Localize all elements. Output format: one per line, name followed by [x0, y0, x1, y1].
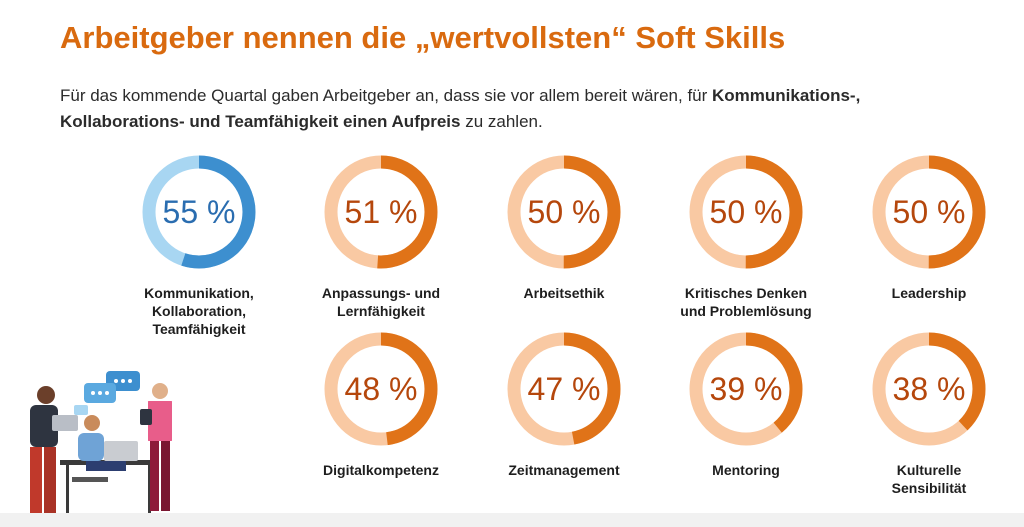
intro-text-part2: zu zahlen. [460, 112, 543, 131]
category-label-line: Kommunikation, [144, 285, 254, 301]
bubble-dot [121, 379, 125, 383]
team-working-illustration [30, 371, 172, 515]
footer-bar [0, 513, 1024, 527]
donut-value-arc [507, 155, 621, 269]
person-head [37, 386, 55, 404]
person-legs [30, 447, 42, 515]
speech-bubble-icon [74, 405, 88, 415]
donut-category-label: Leadership [829, 284, 1024, 302]
intro-text: Für das kommende Quartal gaben Arbeitgeb… [60, 83, 940, 135]
person-body [30, 405, 58, 447]
tablet-icon [140, 409, 152, 425]
person-body [78, 433, 104, 461]
tablet-icon [52, 415, 78, 431]
category-label-line: Lernfähigkeit [337, 303, 425, 319]
donut-category-label: Kritisches Denken und Problemlösung [646, 284, 846, 320]
donut-value-label: 38 % [892, 371, 966, 407]
person-legs [86, 461, 126, 471]
category-label-line: Digitalkompetenz [323, 462, 439, 478]
bubble-dot [114, 379, 118, 383]
intro-text-part1: Für das kommende Quartal gaben Arbeitgeb… [60, 86, 713, 105]
donut-value-label: 51 % [344, 194, 418, 230]
category-label-line: Kulturelle [896, 462, 962, 478]
donut-value-label: 50 % [709, 194, 783, 230]
person-legs [161, 441, 170, 511]
category-label-line: Teamfähigkeit [152, 321, 246, 337]
category-label-line: Kritisches Denken [684, 285, 808, 301]
donut-category-label: Zeitmanagement [464, 461, 664, 479]
donut-value-arc [872, 155, 986, 269]
category-label-line: und Problemlösung [680, 303, 812, 319]
chair [72, 477, 108, 482]
category-label-line: Kollaboration, [151, 303, 247, 319]
donut-value-arc [507, 332, 621, 446]
donut-value-label: 47 % [527, 371, 601, 407]
category-label-line: Mentoring [712, 462, 780, 478]
bubble-dot [91, 391, 95, 395]
donut-category-label: Mentoring [646, 461, 846, 479]
category-label-line: Arbeitsethik [523, 285, 605, 301]
donut-category-label: Digitalkompetenz [281, 461, 481, 479]
laptop-icon [104, 441, 138, 461]
donut-value-arc [324, 332, 438, 446]
donut-category-label: Kulturelle Sensibilität [829, 461, 1024, 497]
donut-category-label: Arbeitsethik [464, 284, 664, 302]
donut-value-arc [142, 155, 256, 269]
person-legs [44, 447, 56, 515]
person-body [148, 401, 172, 441]
donut-category-label: Kommunikation, Kollaboration, Teamfähigkei… [99, 284, 299, 338]
category-label-line: Zeitmanagement [508, 462, 620, 478]
desk-leg [148, 465, 151, 515]
donut-value-arc [872, 332, 986, 446]
category-label-line: Leadership [891, 285, 967, 301]
donut-value-label: 48 % [344, 371, 418, 407]
category-label-line: Anpassungs- und [321, 285, 441, 301]
donut-value-label: 55 % [162, 194, 236, 230]
bubble-dot [105, 391, 109, 395]
person-head [84, 415, 100, 431]
donut-value-arc [689, 155, 803, 269]
donut-value-label: 50 % [892, 194, 966, 230]
donut-category-label: Anpassungs- und Lernfähigkeit [281, 284, 481, 320]
page-title: Arbeitgeber nennen die „wertvollsten“ So… [60, 20, 786, 55]
bubble-dot [128, 379, 132, 383]
intro-text-bold: Kommunikations-, Kollaborations- und Tea… [60, 86, 861, 131]
person-head [152, 383, 168, 399]
donut-value-arc [324, 155, 438, 269]
desk-leg [66, 465, 69, 515]
category-label-line: Sensibilität [891, 480, 967, 496]
donut-value-arc [689, 332, 803, 446]
bubble-dot [98, 391, 102, 395]
person-legs [150, 441, 159, 511]
donut-value-label: 39 % [709, 371, 783, 407]
donut-value-label: 50 % [527, 194, 601, 230]
